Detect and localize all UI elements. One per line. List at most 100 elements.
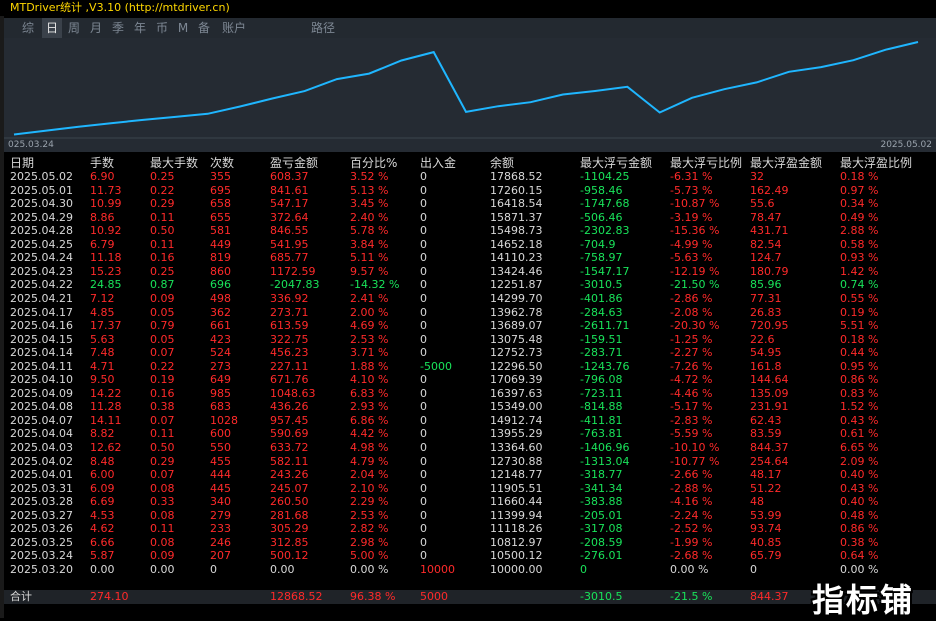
table-cell-3: 233: [210, 522, 231, 536]
table-total-row: 合计 274.10 12868.52 96.38 % 5000 -3010.5 -21.5 …: [4, 590, 936, 604]
table-row[interactable]: 2025.04.15 5.63 0.05 423 322.75 2.53 % 0 13075.…: [4, 333, 936, 347]
table-cell-8: -1243.76: [580, 359, 630, 373]
table-row[interactable]: 2025.04.23 15.23 0.25 860 1172.59 9.57 % 0 1342…: [4, 265, 936, 279]
table-cell-6: 0: [420, 373, 427, 387]
table-cell-3: 273: [210, 359, 231, 373]
table-row[interactable]: 2025.04.24 11.18 0.16 819 685.77 5.11 % 0 14110…: [4, 251, 936, 265]
table-row[interactable]: 2025.04.01 6.00 0.07 444 243.26 2.04 % 0 12148.…: [4, 468, 936, 482]
tab-1[interactable]: 日: [42, 18, 62, 38]
column-header-8[interactable]: 最大浮亏金额: [580, 156, 653, 170]
table-cell-6: 0: [420, 549, 427, 563]
table-cell-9: -21.50 %: [670, 278, 720, 292]
table-row[interactable]: 2025.04.22 24.85 0.87 696 -2047.83 -14.32 % 0 1…: [4, 278, 936, 292]
table-row[interactable]: 2025.03.25 6.66 0.08 246 312.85 2.98 % 0 10812.…: [4, 536, 936, 550]
table-cell-3: 0: [210, 562, 217, 576]
table-cell-6: 0: [420, 441, 427, 454]
table-cell-11: 0.55 %: [840, 291, 879, 305]
table-row[interactable]: 2025.03.27 4.53 0.08 279 281.68 2.53 % 0 11399.…: [4, 509, 936, 523]
column-header-2[interactable]: 最大手数: [150, 156, 199, 170]
table-cell-3: 696: [210, 278, 231, 292]
table-cell-3: 207: [210, 549, 231, 563]
table-row[interactable]: 2025.04.02 8.48 0.29 455 582.11 4.79 % 0 12730.…: [4, 455, 936, 469]
table-cell-2: 0.00: [150, 562, 175, 576]
tab-5[interactable]: 年: [133, 21, 146, 35]
column-header-5[interactable]: 百分比%: [350, 156, 398, 170]
table-row[interactable]: 2025.04.14 7.48 0.07 524 456.23 3.71 % 0 12752.…: [4, 346, 936, 360]
table-row[interactable]: 2025.03.24 5.87 0.09 207 500.12 5.00 % 0 10500.…: [4, 549, 936, 563]
table-cell-3: 658: [210, 197, 231, 211]
tab-6[interactable]: 币: [155, 21, 168, 35]
table-cell-4: 245.07: [270, 481, 309, 495]
table-row[interactable]: 2025.05.02 6.90 0.25 355 608.37 3.52 % 0 17868.…: [4, 170, 936, 184]
table-cell-5: 4.98 %: [350, 441, 389, 454]
table-row[interactable]: 2025.04.09 14.22 0.16 985 1048.63 6.83 % 0 1639…: [4, 387, 936, 401]
column-header-7[interactable]: 余额: [490, 156, 515, 170]
table-row[interactable]: 2025.04.28 10.92 0.50 581 846.55 5.78 % 0 15498…: [4, 224, 936, 238]
tab-2[interactable]: 周: [67, 21, 80, 35]
tab-10[interactable]: 路径: [310, 21, 335, 35]
table-cell-6: 0: [420, 495, 427, 509]
table-row[interactable]: 2025.05.01 11.73 0.22 695 841.61 5.13 % 0 17260…: [4, 184, 936, 198]
table-cell-6: 0: [420, 170, 427, 183]
table-cell-6: 0: [420, 291, 427, 305]
table-cell-5: 9.57 %: [350, 264, 389, 278]
column-header-10[interactable]: 最大浮盈金额: [750, 156, 823, 170]
table-row[interactable]: 2025.04.07 14.11 0.07 1028 957.45 6.86 % 0 1491…: [4, 414, 936, 428]
column-header-9[interactable]: 最大浮亏比例: [670, 156, 743, 170]
table-cell-11: 0.97 %: [840, 183, 879, 197]
table-cell-0: 2025.04.04: [10, 427, 73, 441]
table-cell-11: 2.88 %: [840, 224, 879, 238]
tab-8[interactable]: 备: [197, 21, 210, 35]
table-row[interactable]: 2025.04.10 9.50 0.19 649 671.76 4.10 % 0 17069.…: [4, 373, 936, 387]
table-cell-3: 498: [210, 291, 231, 305]
table-row[interactable]: 2025.04.08 11.28 0.38 683 436.26 2.93 % 0 15349…: [4, 400, 936, 414]
table-row[interactable]: 2025.04.30 10.99 0.29 658 547.17 3.45 % 0 16418…: [4, 197, 936, 211]
column-header-0[interactable]: 日期: [10, 156, 35, 170]
table-row[interactable]: 2025.03.20 0.00 0.00 0 0.00 0.00 % 10000 10000.…: [4, 563, 936, 577]
table-cell-10: 77.31: [750, 291, 782, 305]
table-cell-5: 3.71 %: [350, 346, 389, 360]
table-row[interactable]: 2025.04.29 8.86 0.11 655 372.64 2.40 % 0 15871.…: [4, 211, 936, 225]
tab-0[interactable]: 综: [21, 21, 34, 35]
table-cell-10: 124.7: [750, 251, 782, 265]
table-cell-0: 2025.03.24: [10, 549, 73, 563]
table-row[interactable]: 2025.03.31 6.09 0.08 445 245.07 2.10 % 0 11905.…: [4, 482, 936, 496]
tab-3[interactable]: 月: [89, 21, 102, 35]
table-row[interactable]: 2025.03.26 4.62 0.11 233 305.29 2.82 % 0 11118.…: [4, 522, 936, 536]
column-header-4[interactable]: 盈亏金额: [270, 156, 319, 170]
table-row[interactable]: 2025.04.04 8.82 0.11 600 590.69 4.42 % 0 13955.…: [4, 427, 936, 441]
table-cell-10: 162.49: [750, 183, 789, 197]
table-header: 日期 手数 最大手数 次数 盈亏金额 百分比% 出入金 余额 最大浮亏金额 最大浮亏比例 最大浮盈金…: [4, 152, 936, 170]
table-cell-8: -401.86: [580, 291, 623, 305]
table-cell-6: 0: [420, 454, 427, 468]
table-row[interactable]: 2025.04.21 7.12 0.09 498 336.92 2.41 % 0 14299.…: [4, 292, 936, 306]
table-cell-6: 0: [420, 305, 427, 319]
table-cell-4: 1048.63: [270, 386, 316, 400]
table-cell-1: 7.12: [90, 291, 115, 305]
table-cell-8: -506.46: [580, 210, 623, 224]
table-cell-0: 2025.04.02: [10, 454, 73, 468]
table-cell-5: 5.11 %: [350, 251, 389, 265]
table-row[interactable]: 2025.03.28 6.69 0.33 340 260.50 2.29 % 0 11660.…: [4, 495, 936, 509]
table-cell-9: -1.25 %: [670, 332, 713, 346]
table-row[interactable]: 2025.04.03 12.62 0.50 550 633.72 4.98 % 0 13364…: [4, 441, 936, 455]
column-header-3[interactable]: 次数: [210, 156, 235, 170]
column-header-11[interactable]: 最大浮盈比例: [840, 156, 913, 170]
tab-4[interactable]: 季: [111, 21, 124, 35]
table-cell-1: 11.73: [90, 183, 122, 197]
table-row[interactable]: 2025.04.17 4.85 0.05 362 273.71 2.00 % 0 13962.…: [4, 306, 936, 320]
tab-7[interactable]: M: [177, 21, 189, 35]
column-header-1[interactable]: 手数: [90, 156, 115, 170]
table-cell-10: 82.54: [750, 237, 782, 251]
table-cell-8: -341.34: [580, 481, 623, 495]
table-row[interactable]: 2025.04.16 17.37 0.79 661 613.59 4.69 % 0 13689…: [4, 319, 936, 333]
column-header-6[interactable]: 出入金: [420, 156, 457, 170]
table-row[interactable]: 2025.04.25 6.79 0.11 449 541.95 3.84 % 0 14652.…: [4, 238, 936, 252]
table-row[interactable]: 2025.04.11 4.71 0.22 273 227.11 1.88 % -5000 12…: [4, 360, 936, 374]
table-cell-5: 2.04 %: [350, 468, 389, 482]
tab-9[interactable]: 账户: [221, 21, 246, 35]
table-cell-2: 0.22: [150, 359, 175, 373]
table-cell-7: 13075.48: [490, 332, 543, 346]
table-cell-8: -1547.17: [580, 264, 630, 278]
table-cell-4: -2047.83: [270, 278, 320, 292]
